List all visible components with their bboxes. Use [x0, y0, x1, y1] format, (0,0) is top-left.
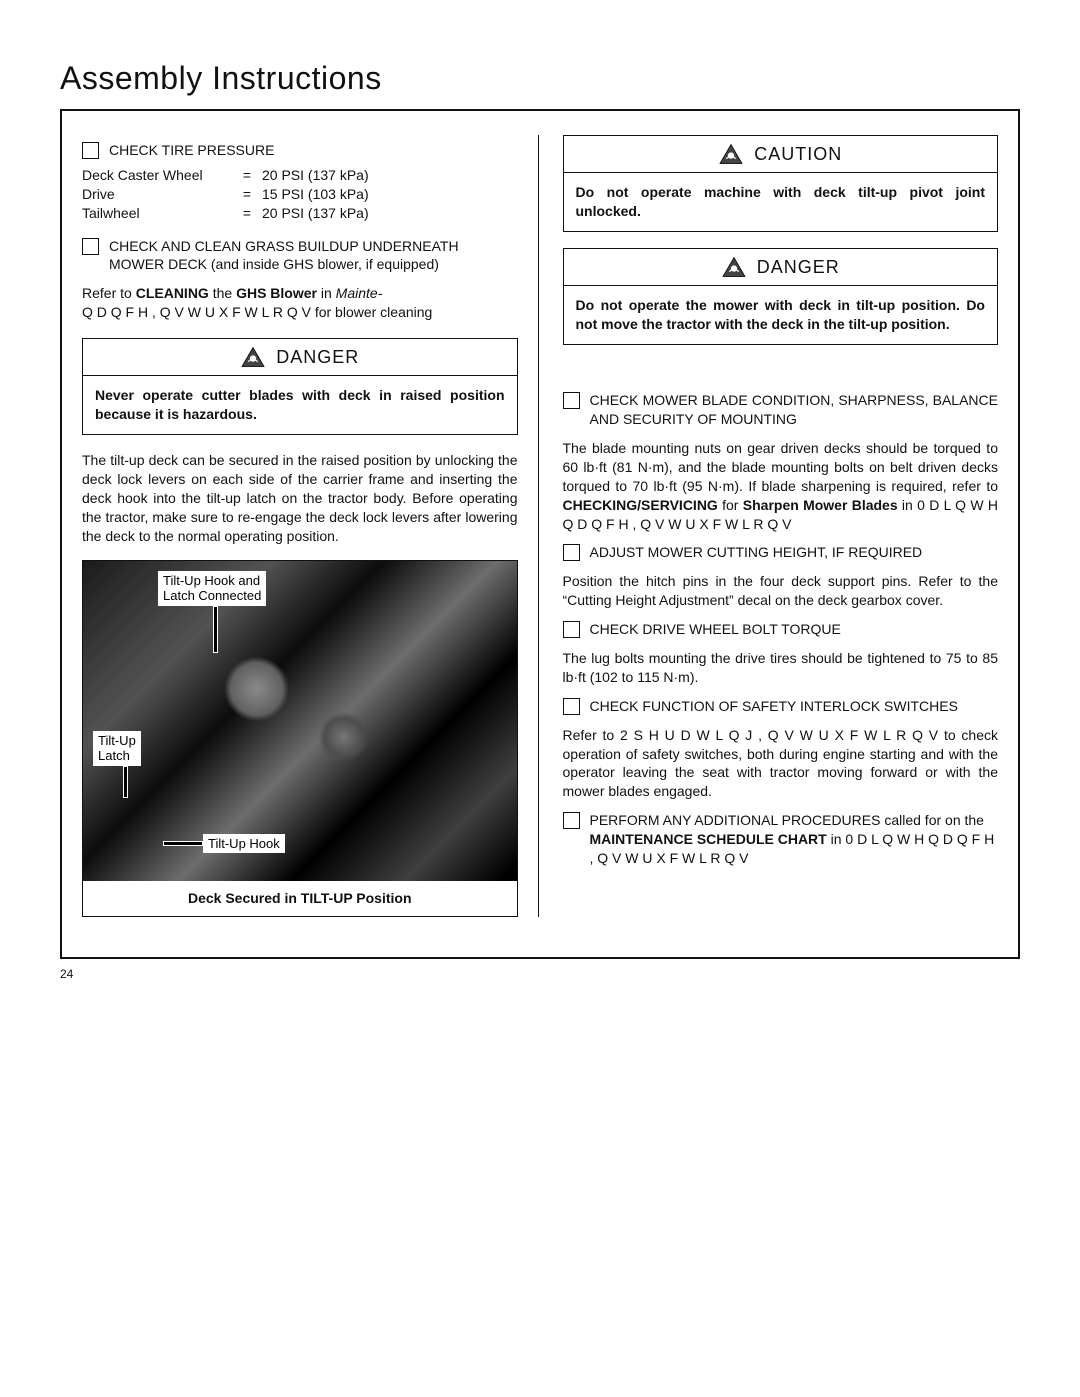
arrow-icon — [213, 606, 218, 653]
caution-body: Do not operate machine with deck tilt-up… — [564, 173, 998, 231]
spec-row: Tailwheel = 20 PSI (137 kPa) — [82, 204, 518, 223]
photo-bg — [83, 561, 517, 881]
txt: Refer to — [82, 285, 136, 301]
txt: for — [718, 497, 743, 513]
callout-hook: Tilt-Up Hook — [203, 834, 285, 854]
callout-latch: Tilt-Up Latch — [93, 731, 141, 766]
tire-spec-table: Deck Caster Wheel = 20 PSI (137 kPa) Dri… — [82, 166, 518, 223]
spec-row: Deck Caster Wheel = 20 PSI (137 kPa) — [82, 166, 518, 185]
spec-label: Tailwheel — [82, 204, 232, 223]
check-grass-text: CHECK AND CLEAN GRASS BUILDUP UNDERNEATH… — [109, 237, 518, 275]
txt-bold: Sharpen Mower Blades — [743, 497, 898, 513]
interlock-paragraph: Refer to 2 S H U D W L Q J , Q V W U X F… — [563, 726, 999, 802]
check-item-grass: CHECK AND CLEAN GRASS BUILDUP UNDERNEATH… — [82, 237, 518, 275]
caution-header: CAUTION — [564, 136, 998, 173]
page-number: 24 — [60, 967, 1020, 981]
figure-image: Tilt-Up Hook and Latch Connected Tilt-Up… — [83, 561, 517, 881]
arrow-icon — [123, 766, 128, 798]
checkbox-icon — [82, 238, 99, 255]
txt: Q D Q F H , Q V W U X F W L R Q V for bl… — [82, 304, 432, 320]
check-item-blade: CHECK MOWER BLADE CONDITION, SHARPNESS, … — [563, 391, 999, 429]
danger-label: DANGER — [276, 345, 359, 369]
lug-paragraph: The lug bolts mounting the drive tires s… — [563, 649, 999, 687]
txt: the — [209, 285, 236, 301]
checkbox-icon — [563, 698, 580, 715]
checkbox-icon — [563, 812, 580, 829]
spec-equals: = — [238, 204, 256, 223]
spec-equals: = — [238, 166, 256, 185]
page-title: Assembly Instructions — [60, 60, 1020, 97]
spec-label: Drive — [82, 185, 232, 204]
danger-label: DANGER — [757, 255, 840, 279]
txt-bold: GHS Blower — [236, 285, 317, 301]
caution-box: CAUTION Do not operate machine with deck… — [563, 135, 999, 232]
figure-tiltup: Tilt-Up Hook and Latch Connected Tilt-Up… — [82, 560, 518, 917]
callout-hook-latch: Tilt-Up Hook and Latch Connected — [158, 571, 266, 606]
txt: The blade mounting nuts on gear driven d… — [563, 440, 999, 494]
hitch-paragraph: Position the hitch pins in the four deck… — [563, 572, 999, 610]
checkbox-icon — [82, 142, 99, 159]
content-frame: CHECK TIRE PRESSURE Deck Caster Wheel = … — [60, 109, 1020, 959]
check-interlock-text: CHECK FUNCTION OF SAFETY INTERLOCK SWITC… — [590, 697, 999, 716]
spec-value: 20 PSI (137 kPa) — [262, 166, 369, 185]
tiltup-paragraph: The tilt-up deck can be secured in the r… — [82, 451, 518, 545]
check-item-height: ADJUST MOWER CUTTING HEIGHT, IF REQUIRED — [563, 543, 999, 562]
spec-label: Deck Caster Wheel — [82, 166, 232, 185]
checkbox-icon — [563, 392, 580, 409]
danger-body: Do not operate the mower with deck in ti… — [564, 286, 998, 344]
arrow-icon — [163, 841, 203, 846]
blade-paragraph: The blade mounting nuts on gear driven d… — [563, 439, 999, 533]
warning-icon — [718, 143, 744, 165]
spec-row: Drive = 15 PSI (103 kPa) — [82, 185, 518, 204]
txt-italic: Mainte- — [336, 285, 383, 301]
danger-box-right: DANGER Do not operate the mower with dec… — [563, 248, 999, 345]
danger-header: DANGER — [83, 339, 517, 376]
right-column: CAUTION Do not operate machine with deck… — [538, 135, 999, 917]
txt-bold: MAINTENANCE SCHEDULE CHART — [590, 831, 827, 847]
check-bolt-text: CHECK DRIVE WHEEL BOLT TORQUE — [590, 620, 999, 639]
check-item-perform: PERFORM ANY ADDITIONAL PROCEDURES called… — [563, 811, 999, 868]
refer-cleaning: Refer to CLEANING the GHS Blower in Main… — [82, 284, 518, 322]
warning-icon — [721, 256, 747, 278]
perform-text: PERFORM ANY ADDITIONAL PROCEDURES called… — [590, 811, 999, 868]
checkbox-icon — [563, 544, 580, 561]
checkbox-icon — [563, 621, 580, 638]
txt: PERFORM ANY ADDITIONAL PROCEDURES called… — [590, 812, 984, 828]
danger-box-left: DANGER Never operate cutter blades with … — [82, 338, 518, 435]
danger-body: Never operate cutter blades with deck in… — [83, 376, 517, 434]
txt-bold: CLEANING — [136, 285, 209, 301]
txt-bold: CHECKING/SERVICING — [563, 497, 718, 513]
left-column: CHECK TIRE PRESSURE Deck Caster Wheel = … — [82, 135, 518, 917]
spec-value: 15 PSI (103 kPa) — [262, 185, 369, 204]
warning-icon — [240, 346, 266, 368]
txt: in — [317, 285, 336, 301]
spec-equals: = — [238, 185, 256, 204]
adjust-height-text: ADJUST MOWER CUTTING HEIGHT, IF REQUIRED — [590, 543, 999, 562]
caution-label: CAUTION — [754, 142, 842, 166]
danger-header: DANGER — [564, 249, 998, 286]
check-item-bolt: CHECK DRIVE WHEEL BOLT TORQUE — [563, 620, 999, 639]
check-blade-text: CHECK MOWER BLADE CONDITION, SHARPNESS, … — [590, 391, 999, 429]
check-item-interlock: CHECK FUNCTION OF SAFETY INTERLOCK SWITC… — [563, 697, 999, 716]
check-item-tire: CHECK TIRE PRESSURE — [82, 141, 518, 160]
check-tire-text: CHECK TIRE PRESSURE — [109, 141, 518, 160]
figure-caption: Deck Secured in TILT-UP Position — [83, 881, 517, 916]
spec-value: 20 PSI (137 kPa) — [262, 204, 369, 223]
